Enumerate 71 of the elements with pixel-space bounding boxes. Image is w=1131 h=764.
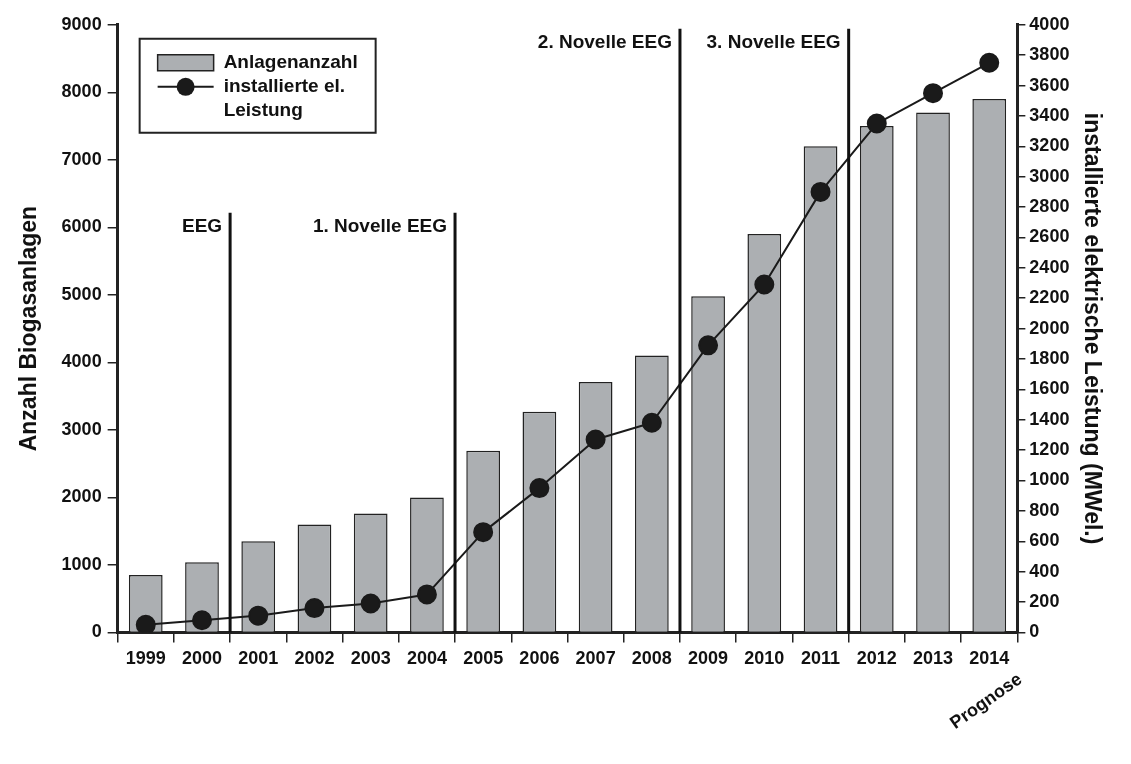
x-tick-label: 2009	[688, 648, 729, 669]
point	[923, 83, 944, 104]
y2-tick-label: 2800	[1029, 196, 1070, 217]
x-tick-label: 1999	[125, 648, 166, 669]
x-tick-label: 2002	[294, 648, 335, 669]
y2-tick-label: 1400	[1029, 408, 1070, 429]
point	[473, 522, 494, 543]
point	[754, 274, 775, 295]
point	[529, 478, 550, 499]
x-tick-label: 2008	[631, 648, 672, 669]
x-tick-label: 2012	[856, 648, 897, 669]
ref-line-label: 2. Novelle EEG	[537, 30, 672, 52]
point	[248, 605, 269, 626]
legend-label: Anlagenanzahl	[223, 51, 358, 73]
y2-tick-label: 1200	[1029, 439, 1070, 460]
x-tick-label: 2005	[463, 648, 504, 669]
x-tick-label: 2000	[181, 648, 223, 669]
y2-tick-label: 200	[1029, 590, 1060, 611]
ref-line-label: 3. Novelle EEG	[706, 30, 841, 52]
x-tick-label: 2001	[238, 648, 279, 669]
point	[416, 584, 437, 605]
y2-tick-label: 3800	[1029, 44, 1070, 65]
y2-tick-label: 0	[1029, 621, 1040, 642]
y-tick-label: 8000	[61, 81, 102, 102]
y2-tick-label: 1800	[1029, 347, 1070, 368]
y-tick-label: 5000	[61, 283, 102, 304]
point	[866, 113, 887, 134]
y2-tick-label: 4000	[1029, 13, 1070, 34]
point	[360, 593, 381, 614]
y2-tick-label: 3600	[1029, 74, 1070, 95]
point	[698, 335, 719, 356]
y-tick-label: 1000	[61, 553, 102, 574]
point	[304, 598, 325, 619]
x-tick-label: 2014	[969, 648, 1010, 669]
point	[585, 429, 606, 450]
x-tick-label: 2004	[406, 648, 447, 669]
y2-tick-label: 400	[1029, 560, 1060, 581]
y2-tick-label: 3000	[1029, 165, 1070, 186]
y2-tick-label: 2000	[1029, 317, 1070, 338]
x-tick-label: 2011	[801, 648, 841, 669]
y2-tick-label: 800	[1029, 499, 1060, 520]
ref-line-label: EEG	[181, 214, 223, 236]
y-tick-label: 9000	[61, 13, 102, 34]
x-tick-label: 2007	[575, 648, 616, 669]
point	[979, 52, 1000, 73]
point	[191, 610, 212, 631]
y2-tick-label: 2200	[1029, 287, 1070, 308]
y2-tick-label: 1600	[1029, 378, 1070, 399]
y2-axis-title: installierte elektrische Leistung (MWel.)	[1079, 112, 1106, 545]
y2-tick-label: 2400	[1029, 256, 1070, 277]
y-tick-label: 7000	[61, 148, 102, 169]
y2-tick-label: 2600	[1029, 226, 1070, 247]
point	[135, 614, 156, 633]
y-tick-label: 4000	[61, 351, 102, 372]
x-tick-label: 2013	[912, 648, 954, 669]
point	[810, 181, 831, 202]
y-tick-label: 2000	[61, 486, 102, 507]
y2-tick-label: 1000	[1029, 469, 1070, 490]
y-tick-label: 3000	[61, 418, 102, 439]
x-tick-label: 2010	[744, 648, 785, 669]
y-tick-label: 0	[91, 621, 102, 642]
y-tick-label: 6000	[61, 216, 102, 237]
y2-tick-label: 3200	[1029, 135, 1070, 156]
x-tick-label: 2003	[350, 648, 391, 669]
point	[641, 412, 662, 433]
ref-line-label: 1. Novelle EEG	[312, 214, 448, 236]
y2-tick-label: 3400	[1029, 104, 1070, 125]
x-tick-label: 2006	[519, 648, 560, 669]
y2-tick-label: 600	[1029, 530, 1060, 551]
y-axis-title: Anzahl Biogasanlagen	[15, 205, 42, 452]
legend-label: installierte el. Leistung	[223, 75, 346, 121]
